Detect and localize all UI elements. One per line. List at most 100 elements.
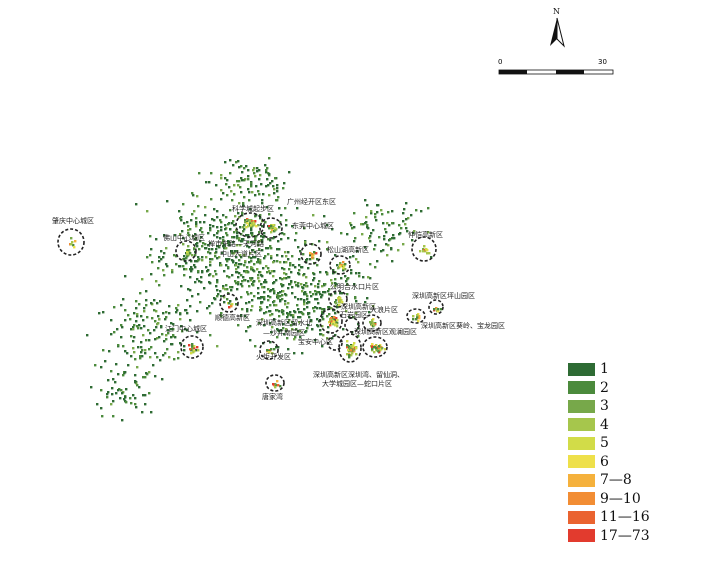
grid-cell — [270, 225, 273, 228]
grid-cell — [153, 329, 156, 332]
grid-cell — [261, 241, 264, 244]
grid-cell — [278, 310, 281, 313]
grid-cell — [236, 250, 239, 253]
grid-cell — [70, 243, 73, 246]
grid-cell — [145, 299, 148, 302]
grid-cell — [281, 255, 284, 258]
grid-cell — [375, 219, 378, 222]
grid-cell — [252, 269, 255, 272]
grid-cell — [211, 258, 214, 261]
grid-cell — [155, 280, 158, 283]
grid-cell — [248, 301, 251, 304]
grid-cell — [316, 291, 319, 294]
legend-label: 6 — [600, 453, 609, 470]
grid-cell — [209, 252, 212, 255]
grid-cell — [407, 217, 410, 220]
grid-cell — [364, 246, 367, 249]
grid-cell — [316, 258, 319, 261]
grid-cell — [130, 328, 133, 331]
grid-cell — [259, 306, 262, 309]
grid-cell — [163, 340, 166, 343]
grid-cell — [121, 419, 124, 422]
grid-cell — [349, 222, 352, 225]
grid-cell — [306, 306, 309, 309]
grid-cell — [237, 160, 240, 163]
grid-cell — [297, 316, 300, 319]
grid-cell — [220, 198, 223, 201]
grid-cell — [371, 346, 374, 349]
grid-cell — [190, 352, 193, 355]
cluster-circle — [329, 255, 351, 275]
grid-cell — [136, 325, 139, 328]
grid-cell — [326, 224, 329, 227]
grid-cell — [391, 260, 394, 263]
grid-cell — [134, 374, 137, 377]
grid-cell — [193, 210, 196, 213]
grid-cell — [250, 227, 253, 230]
grid-cell — [223, 270, 226, 273]
grid-cell — [250, 185, 253, 188]
grid-cell — [204, 247, 207, 250]
grid-cell — [220, 221, 223, 224]
grid-cell — [266, 178, 269, 181]
grid-cell — [229, 159, 232, 162]
grid-cell — [110, 333, 113, 336]
grid-cell — [243, 224, 246, 227]
grid-cell — [411, 239, 414, 242]
grid-cell — [230, 305, 233, 308]
grid-cell — [285, 219, 288, 222]
grid-cell — [136, 313, 139, 316]
grid-cell — [290, 271, 293, 274]
grid-cell — [336, 325, 339, 328]
grid-cell — [383, 238, 386, 241]
grid-cell — [298, 258, 301, 261]
grid-cell — [335, 317, 338, 320]
grid-cell — [171, 269, 174, 272]
grid-cell — [221, 242, 224, 245]
grid-cell — [220, 226, 223, 229]
grid-cell — [186, 251, 189, 254]
grid-cell — [251, 299, 254, 302]
grid-cell — [148, 392, 151, 395]
grid-cell — [101, 415, 104, 418]
grid-cell — [287, 251, 290, 254]
grid-cell — [208, 274, 211, 277]
grid-cell — [215, 273, 218, 276]
grid-cell — [358, 272, 361, 275]
grid-cell — [235, 264, 238, 267]
grid-cell — [141, 278, 144, 281]
grid-cell — [276, 380, 279, 383]
grid-cell — [302, 253, 305, 256]
grid-cell — [179, 313, 182, 316]
grid-cell — [391, 222, 394, 225]
grid-cell — [165, 247, 168, 250]
grid-cell — [192, 194, 195, 197]
grid-cell — [341, 292, 344, 295]
grid-cell — [314, 290, 317, 293]
grid-cell — [132, 347, 135, 350]
grid-cell — [135, 203, 138, 206]
grid-cell — [344, 268, 347, 271]
grid-cell — [311, 253, 314, 256]
place-label: 大浪片区 — [370, 305, 398, 314]
cluster-circle — [362, 314, 382, 332]
grid-cell — [136, 384, 139, 387]
grid-cell — [311, 255, 314, 258]
grid-cell — [253, 280, 256, 283]
grid-cell — [280, 283, 283, 286]
grid-cell — [298, 311, 301, 314]
grid-cell — [241, 212, 244, 215]
grid-cell — [175, 311, 178, 314]
grid-cell — [225, 264, 228, 267]
grid-cell — [380, 209, 383, 212]
grid-cell — [278, 315, 281, 318]
grid-cell — [240, 191, 243, 194]
grid-cell — [293, 338, 296, 341]
grid-cell — [334, 324, 337, 327]
grid-cell — [212, 275, 215, 278]
grid-cell — [201, 270, 204, 273]
cluster-circles — [57, 212, 444, 392]
grid-cell — [319, 329, 322, 332]
grid-cell — [132, 326, 135, 329]
grid-cell — [146, 316, 149, 319]
